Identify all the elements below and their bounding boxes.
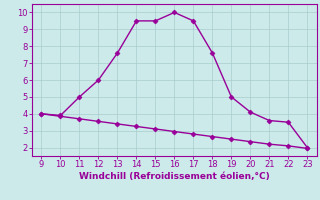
- X-axis label: Windchill (Refroidissement éolien,°C): Windchill (Refroidissement éolien,°C): [79, 172, 270, 181]
